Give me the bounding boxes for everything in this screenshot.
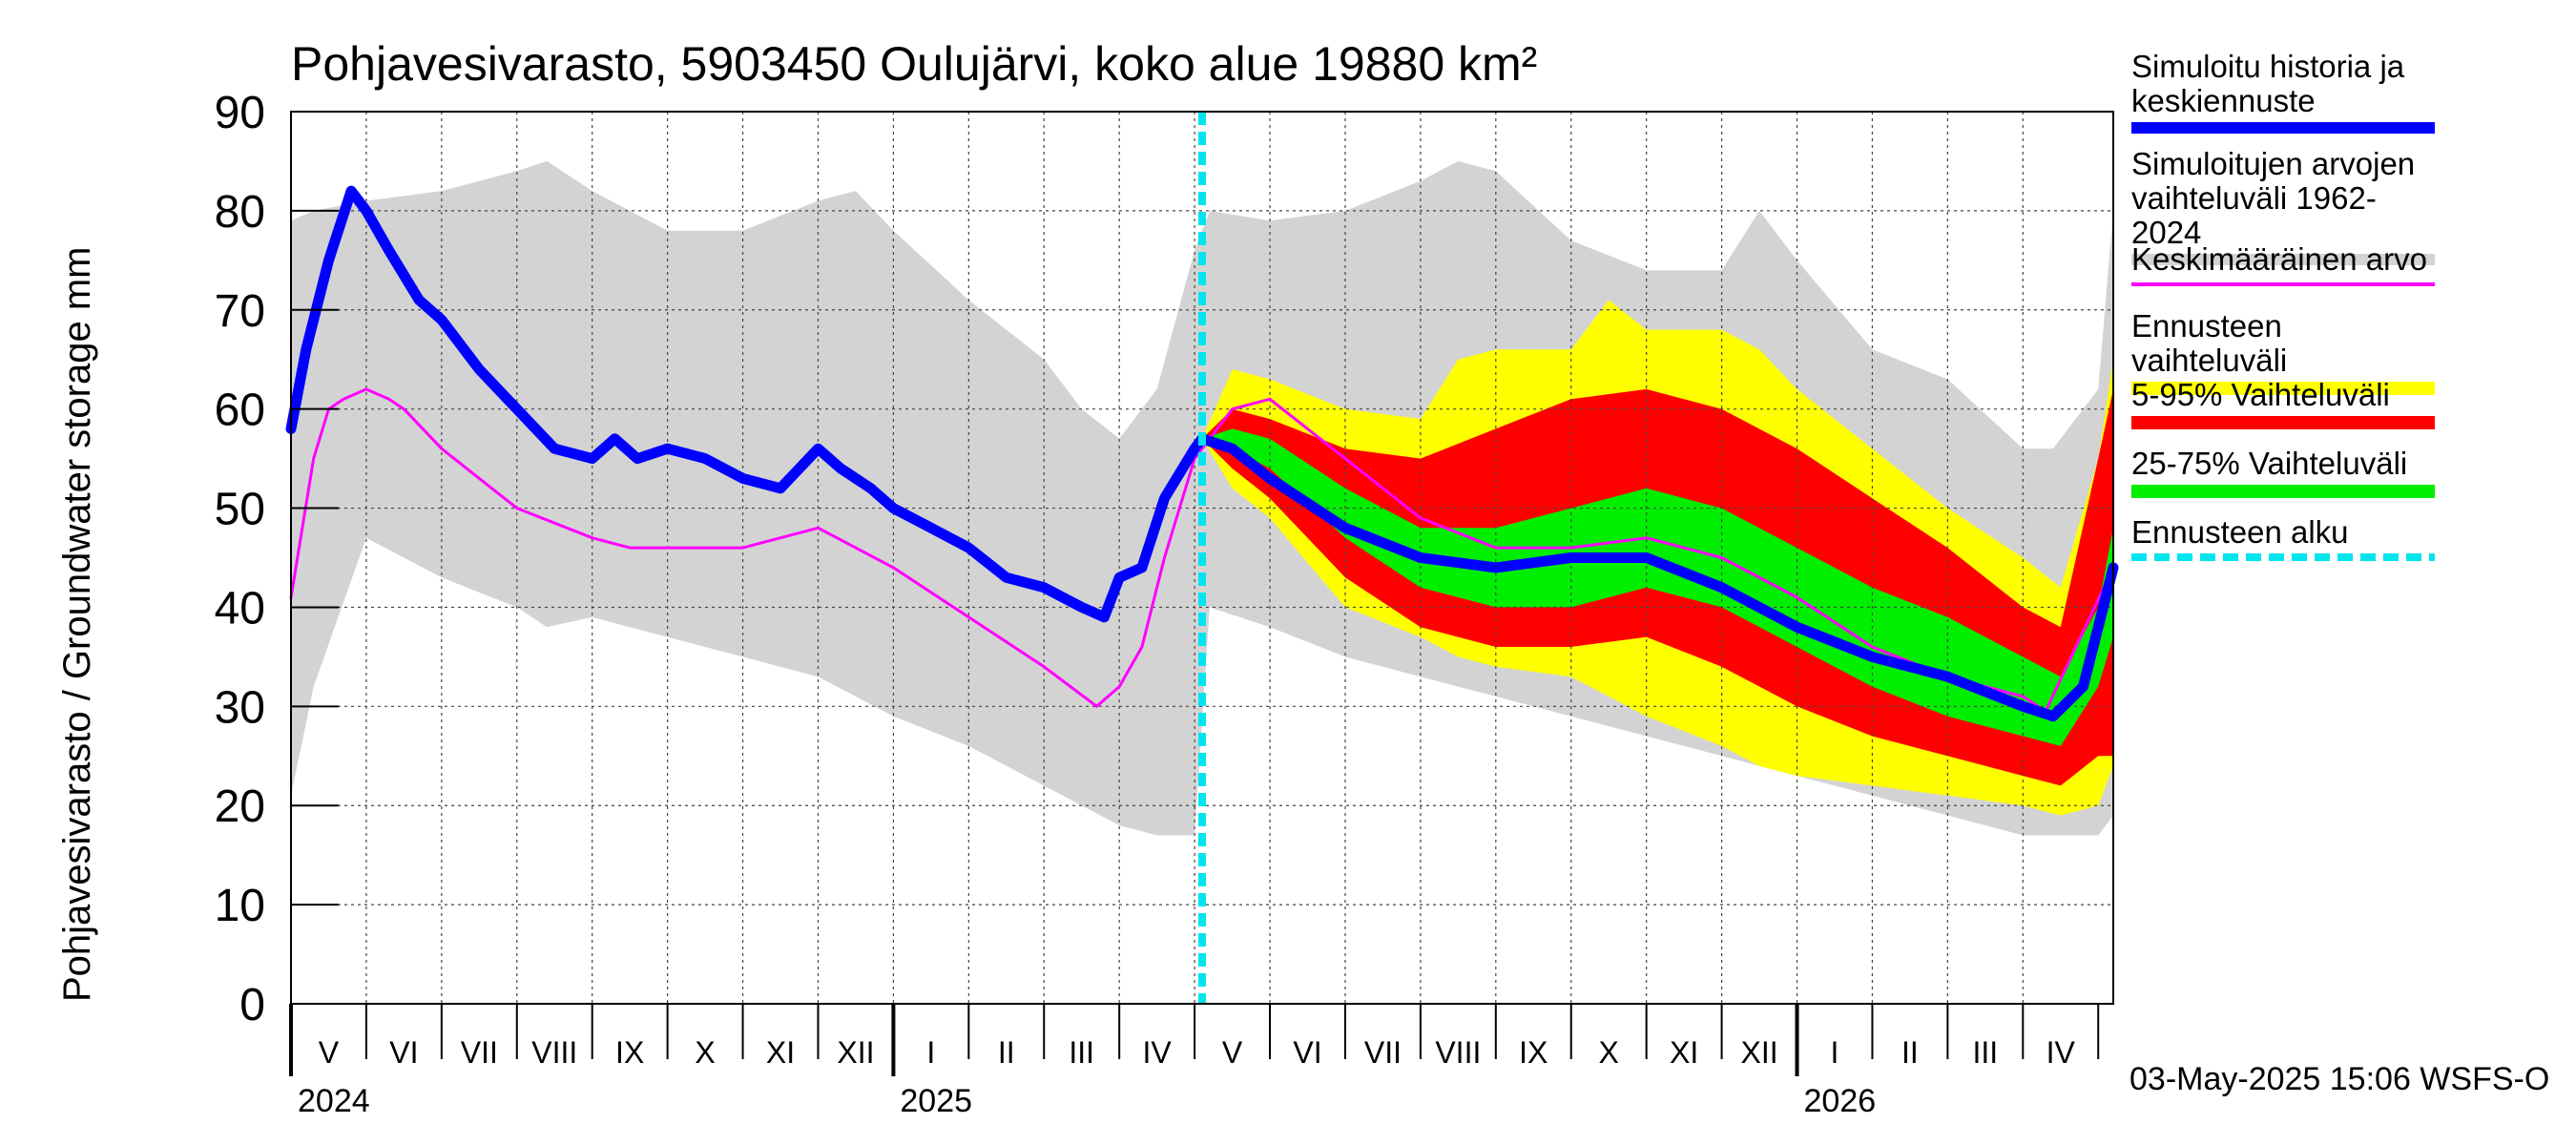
month-label: IX — [1519, 1035, 1548, 1070]
lines-layer — [285, 112, 2119, 1004]
plot-frame — [290, 111, 2114, 1005]
legend-label: Keskimääräinen arvo — [2131, 241, 2427, 277]
timestamp: 03-May-2025 15:06 WSFS-O — [2129, 1061, 2550, 1097]
chart-title: Pohjavesivarasto, 5903450 Oulujärvi, kok… — [291, 37, 1537, 91]
legend-swatch — [2131, 282, 2435, 286]
legend-item-history: Simuloitu historia ja keskiennuste — [2131, 50, 2446, 147]
year-label: 2024 — [298, 1083, 370, 1119]
y-tick-label: 0 — [239, 980, 265, 1030]
series-line — [289, 387, 2115, 713]
month-label: III — [1972, 1035, 1998, 1070]
month-label: X — [1599, 1035, 1619, 1070]
year-label: 2025 — [900, 1083, 972, 1119]
month-label: IX — [615, 1035, 644, 1070]
y-tick-label: 20 — [215, 781, 265, 832]
month-label: V — [319, 1035, 340, 1070]
month-label: I — [926, 1035, 935, 1070]
month-label: IV — [1143, 1035, 1173, 1070]
legend-item-range: Simuloitujen arvojen vaihteluväli 1962-2… — [2131, 147, 2446, 265]
legend-label: Ennusteen alku — [2131, 514, 2349, 550]
legend-item-forecast-start: Ennusteen alku — [2131, 515, 2446, 584]
month-label: XI — [766, 1035, 795, 1070]
month-label: V — [1222, 1035, 1243, 1070]
month-label: IV — [2046, 1035, 2076, 1070]
month-label: II — [1901, 1035, 1919, 1070]
legend-swatch — [2131, 382, 2435, 395]
legend-item-25-75: 25-75% Vaihteluväli — [2131, 447, 2446, 515]
month-label: VII — [1364, 1035, 1402, 1070]
month-label: X — [695, 1035, 715, 1070]
y-tick-label: 90 — [215, 88, 265, 138]
y-tick-label: 70 — [215, 286, 265, 337]
series-line — [285, 185, 2119, 722]
legend-item-forecast-range: Ennusteen vaihteluväli — [2131, 308, 2446, 395]
month-label: VI — [1293, 1035, 1321, 1070]
legend-swatch — [2131, 416, 2435, 429]
legend: Simuloitu historia ja keskiennuste Simul… — [2131, 50, 2446, 584]
y-tick-label: 10 — [215, 881, 265, 931]
legend-swatch — [2131, 122, 2435, 134]
year-label: 2026 — [1804, 1083, 1877, 1119]
legend-label: Ennusteen vaihteluväli — [2131, 308, 2288, 378]
grid-layer — [291, 111, 2113, 1004]
legend-item-5-95: 5-95% Vaihteluväli — [2131, 378, 2446, 447]
band-area — [1202, 428, 2113, 746]
legend-label: Simuloitujen arvojen vaihteluväli 1962-2… — [2131, 146, 2416, 250]
y-tick-label: 50 — [215, 485, 265, 535]
y-tick-label: 80 — [215, 187, 265, 238]
y-tick-label: 30 — [215, 682, 265, 733]
month-label: XII — [1740, 1035, 1777, 1070]
legend-swatch — [2131, 254, 2435, 265]
legend-label: Simuloitu historia ja keskiennuste — [2131, 49, 2405, 118]
month-label: VII — [461, 1035, 498, 1070]
month-label: II — [998, 1035, 1015, 1070]
y-tick-label: 40 — [215, 583, 265, 634]
legend-swatch — [2131, 553, 2435, 561]
legend-label: 25-75% Vaihteluväli — [2131, 446, 2408, 481]
legend-item-mean: Keskimääräinen arvo — [2131, 242, 2446, 309]
month-label: XII — [837, 1035, 874, 1070]
month-label: VIII — [1435, 1035, 1481, 1070]
month-label: III — [1069, 1035, 1094, 1070]
month-label: I — [1831, 1035, 1839, 1070]
y-axis-label: Pohjavesivarasto / Groundwater storage m… — [56, 247, 98, 1002]
month-label: VIII — [531, 1035, 577, 1070]
legend-swatch — [2131, 485, 2435, 498]
month-label: VI — [389, 1035, 418, 1070]
month-label: XI — [1670, 1035, 1698, 1070]
y-tick-label: 60 — [215, 385, 265, 436]
legend-label: 5-95% Vaihteluväli — [2131, 377, 2390, 412]
